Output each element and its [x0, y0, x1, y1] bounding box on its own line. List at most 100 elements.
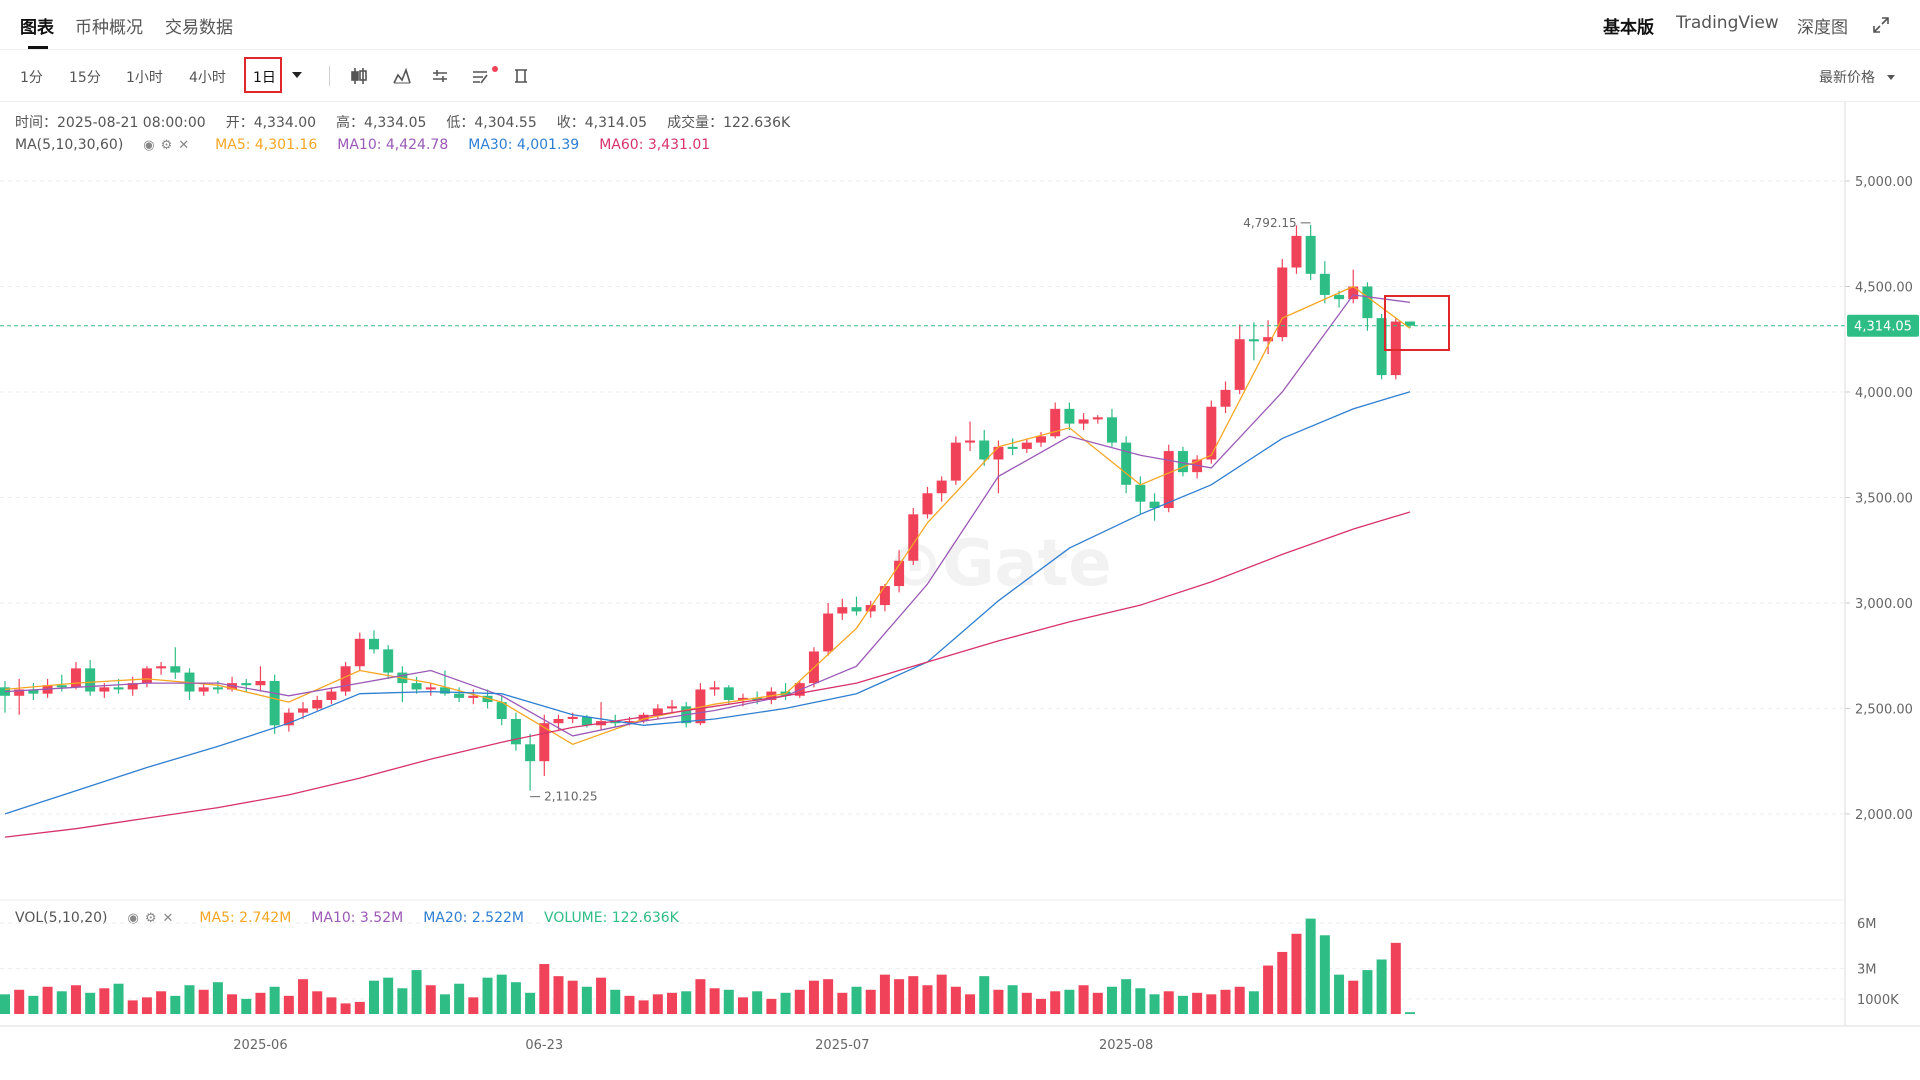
volume-bar	[1149, 994, 1160, 1014]
volume-bar	[156, 991, 167, 1014]
info-item: 开：4,334.00	[225, 115, 317, 131]
fullscreen-icon[interactable]	[1872, 16, 1890, 34]
volume-bar	[1192, 992, 1203, 1014]
candle-body	[298, 708, 309, 713]
price-select[interactable]: 最新价格	[1819, 70, 1875, 86]
interval[interactable]: 15分	[69, 70, 101, 86]
volume-bar	[1121, 979, 1132, 1014]
candle-body	[85, 668, 96, 692]
volume-bar	[1064, 989, 1075, 1014]
y-tick-label: 2,000.00	[1855, 808, 1913, 823]
candle-body	[1362, 286, 1373, 319]
candle-body	[1206, 406, 1217, 460]
volume-bar	[439, 994, 450, 1014]
volume-bar	[695, 979, 706, 1014]
candle-body	[879, 586, 890, 606]
volume-bar	[85, 992, 96, 1014]
x-tick-label: 2025-08	[1099, 1038, 1153, 1053]
y-tick-label: 4,000.00	[1855, 386, 1913, 401]
tab[interactable]: 基本版	[1603, 18, 1654, 38]
volume-bar	[808, 980, 819, 1014]
volume-bar	[610, 989, 621, 1014]
info-item: 成交量：122.636K	[667, 115, 791, 131]
volume-bar	[723, 989, 734, 1014]
interval[interactable]: 1日	[253, 70, 276, 86]
volume-bar	[28, 995, 39, 1014]
tool-icons[interactable]	[350, 65, 540, 87]
candle-body	[113, 687, 124, 690]
candle-body	[709, 687, 720, 690]
tab[interactable]: 图表	[20, 18, 54, 38]
interval[interactable]: 4小时	[189, 70, 226, 86]
tab[interactable]: 深度图	[1797, 18, 1848, 38]
v-tick-label: 6M	[1857, 917, 1877, 932]
volume-bar	[823, 979, 834, 1014]
candle-body	[979, 440, 990, 460]
candle-body	[1263, 337, 1274, 342]
vol-legend-item: MA20: 2.522M	[423, 910, 524, 926]
dropdown-arrow[interactable]	[290, 70, 304, 80]
volume-bar	[227, 994, 238, 1014]
candle-body	[1078, 419, 1089, 424]
candle-body	[553, 718, 564, 724]
candle-body	[411, 683, 422, 690]
volume-bar	[553, 976, 564, 1014]
volume-bar	[1248, 991, 1259, 1014]
volume-bar	[1106, 986, 1117, 1014]
candle-body	[965, 440, 976, 443]
candle-body	[439, 687, 450, 694]
y-tick-label: 2,500.00	[1855, 702, 1913, 717]
volume-bar	[269, 986, 280, 1014]
candle-body	[354, 638, 365, 667]
candle-body	[198, 687, 209, 692]
volume-bar	[283, 995, 294, 1014]
legend-icons[interactable]: ◉⚙✕	[143, 137, 196, 153]
candle-body	[1007, 446, 1018, 449]
volume-bar	[1291, 933, 1302, 1014]
volume-bar	[681, 991, 692, 1014]
candle-body	[1390, 321, 1401, 376]
volume-bar	[1206, 994, 1217, 1014]
ma-legend-item: MA5: 4,301.16	[215, 137, 318, 153]
volume-bar	[170, 995, 181, 1014]
volume-bar	[865, 989, 876, 1014]
candle-body	[141, 668, 152, 684]
volume-bar	[1263, 965, 1274, 1014]
tab[interactable]: 币种概况	[75, 18, 143, 38]
divider	[329, 66, 330, 86]
dropdown-arrow[interactable]	[1886, 74, 1896, 82]
interval[interactable]: 1小时	[126, 70, 163, 86]
tab-bar: 图表 币种概况 交易数据 基本版 TradingView 深度图	[0, 0, 1920, 50]
candle-body	[567, 716, 578, 719]
highlight-box	[244, 57, 282, 93]
low-label: 2,110.25	[544, 790, 597, 804]
candle-body	[510, 718, 521, 745]
candle-body	[1348, 286, 1359, 300]
volume-bar	[425, 985, 436, 1014]
watermark: ⊙Gate	[888, 527, 1111, 601]
volume-bar	[1135, 988, 1146, 1014]
volume-bar	[1405, 1012, 1415, 1014]
candle-body	[936, 480, 947, 494]
candle-body	[1220, 389, 1231, 407]
vol-legend-item: VOLUME: 122.636K	[543, 910, 679, 926]
candle-body	[340, 666, 351, 692]
volume-bar	[454, 983, 465, 1014]
volume-bar	[879, 974, 890, 1014]
volume-bar	[1050, 991, 1061, 1014]
candle-body	[752, 697, 763, 700]
volume-bar	[397, 988, 408, 1014]
tab[interactable]: 交易数据	[165, 18, 233, 38]
candle-body	[56, 685, 67, 688]
volume-bar	[1078, 985, 1089, 1014]
high-label: 4,792.15	[1243, 216, 1296, 230]
volume-bar	[198, 989, 209, 1014]
candle-body	[1064, 408, 1075, 424]
interval[interactable]: 1分	[20, 70, 43, 86]
tab[interactable]: TradingView	[1676, 13, 1779, 33]
candle-body	[922, 493, 933, 515]
volume-bar	[212, 982, 223, 1014]
candle-body	[28, 689, 39, 694]
legend-icons[interactable]: ◉⚙✕	[127, 910, 180, 926]
